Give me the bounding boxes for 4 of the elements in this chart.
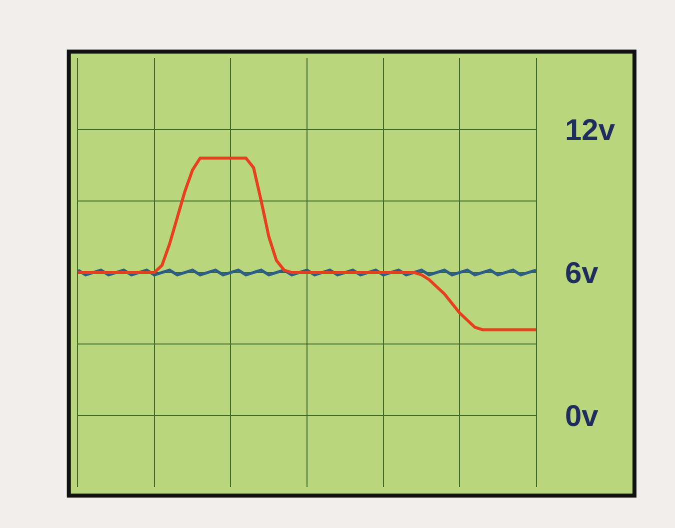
line-series <box>78 156 536 332</box>
y-tick-label: 12v <box>565 114 616 147</box>
y-tick-label: 6v <box>565 257 599 290</box>
y-tick-label: 0v <box>565 400 599 433</box>
